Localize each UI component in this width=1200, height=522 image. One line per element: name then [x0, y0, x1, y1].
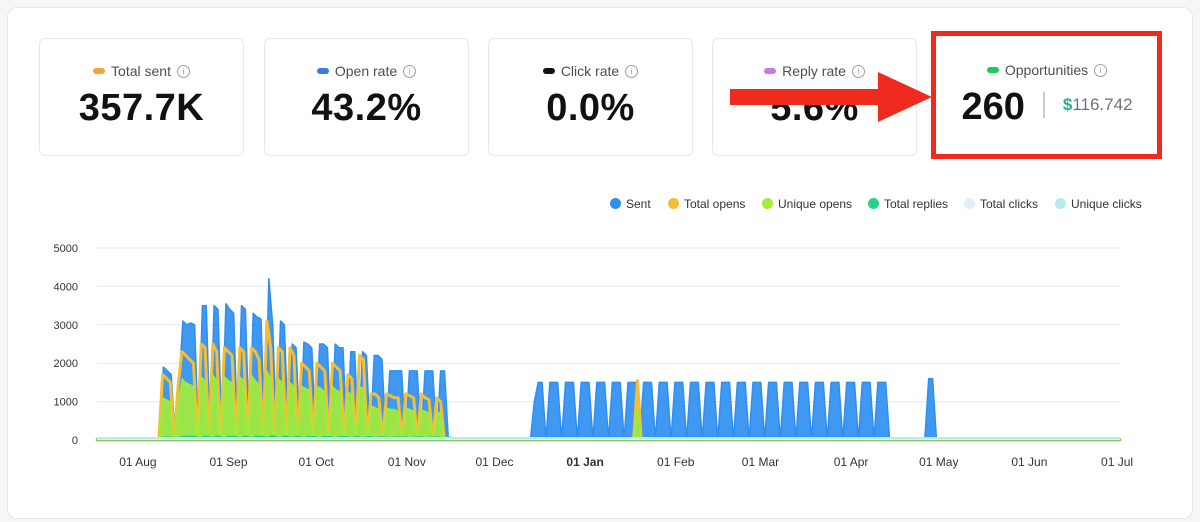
legend-item-unique-opens[interactable]: Unique opens	[762, 197, 852, 211]
legend-dot	[868, 198, 879, 210]
total-sent-label: Total sent	[111, 63, 171, 79]
opportunities-amount: 116.742	[1072, 94, 1133, 114]
chart-series	[95, 277, 1122, 442]
legend-item-total-clicks[interactable]: Total clicks	[964, 197, 1038, 211]
opportunities-value: 260	[961, 86, 1025, 128]
x-tick-label: 01 Jan	[566, 455, 603, 469]
x-tick-label: 01 Mar	[742, 455, 779, 469]
series-unique-clicks	[97, 437, 1120, 440]
legend-label: Unique opens	[778, 197, 853, 211]
x-tick-label: 01 Nov	[388, 455, 426, 469]
y-tick-label: 4000	[54, 281, 78, 293]
total-sent-dot	[93, 68, 106, 75]
open-rate-value: 43.2%	[311, 87, 422, 129]
red-highlight-box	[931, 31, 1162, 159]
open-rate-label: Open rate	[334, 63, 398, 79]
x-tick-label: 01 Feb	[657, 455, 695, 469]
divider	[1042, 91, 1045, 118]
legend-label: Unique clicks	[1071, 197, 1142, 211]
legend-dot	[964, 198, 975, 210]
reply-rate-dot	[764, 68, 777, 75]
y-tick-label: 3000	[54, 320, 78, 332]
x-tick-label: 01 Oct	[299, 455, 335, 469]
metric-card-opportunities[interactable]: Opportunities i 260 $116.742	[937, 38, 1157, 156]
currency-symbol: $	[1062, 94, 1073, 114]
x-tick-label: 01 Apr	[834, 455, 869, 469]
y-tick-label: 5000	[54, 243, 78, 255]
x-tick-label: 01 May	[919, 455, 958, 469]
legend-label: Sent	[626, 197, 651, 211]
info-icon[interactable]: i	[403, 64, 417, 78]
reply-rate-label: Reply rate	[782, 63, 846, 79]
opportunities-dot	[986, 67, 999, 74]
metric-card-open-rate[interactable]: Open rate i 43.2%	[264, 38, 469, 156]
legend-dot	[668, 198, 679, 210]
legend-item-total-opens[interactable]: Total opens	[668, 197, 745, 211]
y-axis: 0 1000 2000 3000 4000 5000	[54, 243, 78, 447]
x-axis: 01 Aug 01 Sep 01 Oct 01 Nov 01 Dec 01 Jan 01 F…	[119, 455, 1133, 469]
info-icon[interactable]: i	[176, 64, 190, 78]
legend-dot	[1055, 198, 1066, 210]
x-tick-label: 01 Sep	[210, 455, 248, 469]
x-tick-label: 01 Aug	[119, 455, 156, 469]
y-tick-label: 2000	[54, 358, 78, 370]
legend-label: Total replies	[884, 197, 949, 211]
click-rate-label: Click rate	[560, 63, 620, 79]
legend-item-total-replies[interactable]: Total replies	[868, 197, 948, 211]
red-arrow-icon	[730, 72, 932, 122]
y-tick-label: 0	[72, 435, 78, 447]
x-tick-label: 01 Jul	[1101, 455, 1133, 469]
click-rate-dot	[542, 68, 555, 75]
legend-label: Total clicks	[980, 197, 1039, 211]
legend-dot	[610, 198, 621, 210]
legend-item-unique-clicks[interactable]: Unique clicks	[1055, 197, 1142, 211]
y-tick-label: 1000	[54, 397, 78, 409]
x-tick-label: 01 Dec	[475, 455, 513, 469]
legend-label: Total opens	[684, 197, 746, 211]
info-icon[interactable]: i	[1094, 63, 1108, 77]
click-rate-value: 0.0%	[546, 87, 635, 129]
total-sent-value: 357.7K	[78, 87, 205, 129]
open-rate-dot	[316, 68, 329, 75]
metric-card-total-sent[interactable]: Total sent i 357.7K	[39, 38, 244, 156]
legend-dot	[762, 198, 773, 210]
opportunities-label: Opportunities	[1004, 62, 1089, 78]
legend-item-sent[interactable]: Sent	[610, 197, 651, 211]
series-total-clicks	[97, 439, 1120, 440]
info-icon[interactable]: i	[625, 64, 639, 78]
x-tick-label: 01 Jun	[1011, 455, 1047, 469]
metric-card-click-rate[interactable]: Click rate i 0.0%	[488, 38, 693, 156]
info-icon[interactable]: i	[851, 64, 865, 78]
